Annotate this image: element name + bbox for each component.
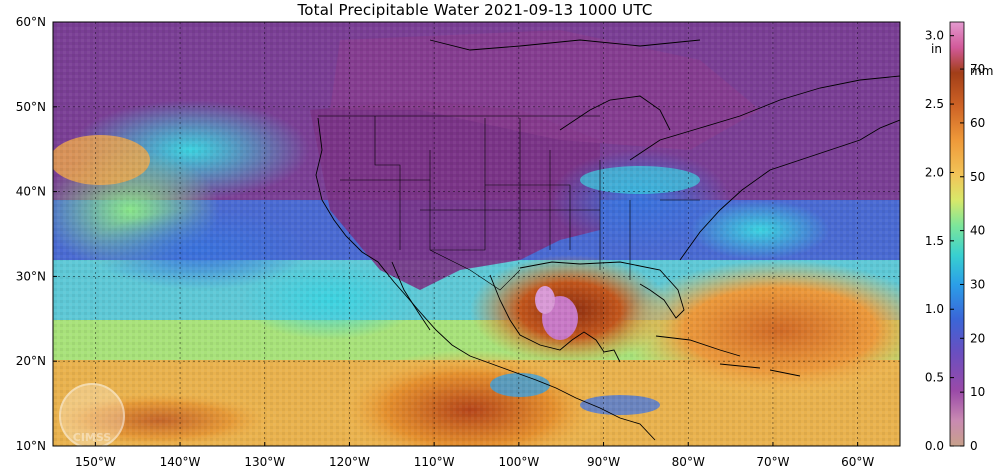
- lon-label: 110°W: [414, 455, 455, 469]
- coastlines: [315, 39, 900, 441]
- colorbar-inch-label: 3.0: [925, 29, 944, 43]
- lat-label: 40°N: [16, 185, 46, 199]
- map-title: Total Precipitable Water 2021-09-13 1000…: [297, 1, 653, 19]
- lon-label: 150°W: [75, 455, 116, 469]
- colorbar-gradient: [950, 22, 964, 446]
- colorbar-inch-label: 2.0: [925, 165, 944, 179]
- colorbar-inch-label: 1.5: [925, 234, 944, 248]
- lon-label: 130°W: [244, 455, 285, 469]
- colorbar-inch-label: 1.0: [925, 302, 944, 316]
- tpw-field: CIMSS: [53, 22, 900, 446]
- colorbar-mm-unit: mm: [970, 64, 993, 78]
- colorbar-mm-label: 0: [970, 439, 978, 453]
- lon-label: 80°W: [672, 455, 705, 469]
- lat-label: 30°N: [16, 269, 46, 283]
- colorbar-inch-label: 2.5: [925, 97, 944, 111]
- map-frame: [52, 21, 901, 447]
- cimss-logo-text: CIMSS: [73, 431, 112, 444]
- map-axes: 150°W 140°W 130°W 120°W 110°W 100°W 90°W 80°W 70…: [16, 15, 875, 469]
- lon-label: 100°W: [498, 455, 539, 469]
- lon-label: 70°W: [756, 455, 789, 469]
- colorbar-mm-label: 70: [970, 62, 985, 76]
- colorbar-mm-label: 10: [970, 385, 985, 399]
- lon-label: 60°W: [841, 455, 874, 469]
- state-borders: [318, 115, 700, 291]
- lon-label: 140°W: [160, 455, 201, 469]
- colorbar-mm-label: 20: [970, 331, 985, 345]
- colorbar-mm-label: 40: [970, 224, 985, 238]
- colorbar-frame: [949, 21, 965, 447]
- lat-label: 20°N: [16, 354, 46, 368]
- lat-label: 10°N: [16, 439, 46, 453]
- cimss-logo: CIMSS: [59, 383, 125, 446]
- colorbar-inch-label: 0.5: [925, 371, 944, 385]
- colorbar-mm-label: 30: [970, 277, 985, 291]
- colorbar-inch-unit: in: [931, 42, 942, 56]
- graticule: [53, 22, 900, 446]
- colorbar-mm-label: 50: [970, 170, 985, 184]
- lat-label: 60°N: [16, 15, 46, 29]
- lon-label: 120°W: [329, 455, 370, 469]
- lat-label: 50°N: [16, 100, 46, 114]
- lon-label: 90°W: [587, 455, 620, 469]
- colorbar-inch-label: 0.0: [925, 439, 944, 453]
- colorbar-mm-label: 60: [970, 116, 985, 130]
